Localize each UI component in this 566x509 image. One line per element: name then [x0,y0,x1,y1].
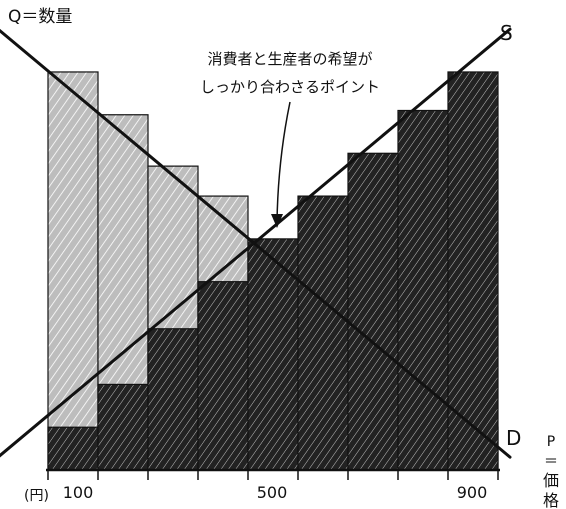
supply-bar [247,238,299,471]
supply-line-label: S [500,21,513,45]
y-axis-label: Q＝数量 [8,7,72,27]
annotation-line-1: 消費者と生産者の希望が [207,50,372,68]
supply-bar [147,328,199,471]
x-axis-label-char: 格 [543,491,559,509]
annotation-line-2: しっかり合わさるポイント [200,78,380,96]
supply-line [0,27,512,458]
demand-line-label: D [506,426,521,450]
x-axis-label-char: P [547,434,555,450]
x-unit-label: (円) [24,488,49,504]
supply-bar [447,71,499,471]
x-axis-label-char: ＝ [544,454,558,470]
demand-bar [47,71,99,471]
supply-bar [97,383,149,471]
x-tick-label: 500 [257,483,288,502]
x-tick-label: 900 [457,483,488,502]
annotation-arrowhead [271,214,283,228]
supply-bar [197,281,249,471]
x-axis-label: P ＝価格 [543,434,559,509]
supply-bar [347,152,399,471]
x-axis-label-char: 価 [543,471,559,490]
x-tick-label: 100 [63,483,94,502]
annotation-arrow [276,101,291,223]
supply-bar [397,109,449,471]
supply-bar [47,426,99,471]
supply-bar [297,195,349,471]
